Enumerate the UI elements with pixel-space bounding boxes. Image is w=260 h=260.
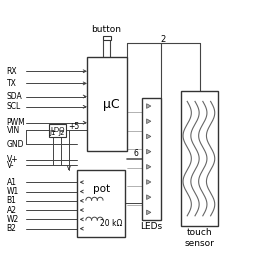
Text: B1: B1 <box>6 196 16 205</box>
Text: W1: W1 <box>6 187 19 196</box>
Text: touch
sensor: touch sensor <box>185 228 214 248</box>
Text: A1: A1 <box>6 178 16 187</box>
Text: 6: 6 <box>134 149 139 158</box>
Text: J1: J1 <box>50 130 56 136</box>
Text: LEDs: LEDs <box>140 222 162 231</box>
Text: +5: +5 <box>68 122 80 131</box>
Polygon shape <box>147 119 151 124</box>
Bar <box>142 98 161 220</box>
Polygon shape <box>147 134 151 139</box>
Bar <box>77 170 125 237</box>
Text: SDA: SDA <box>6 92 22 101</box>
Bar <box>181 91 218 226</box>
Text: TX: TX <box>6 79 16 88</box>
Text: LDO: LDO <box>51 127 65 133</box>
Text: GND: GND <box>6 140 24 149</box>
Text: pot: pot <box>93 184 110 194</box>
Text: PWM: PWM <box>6 118 25 127</box>
Text: B2: B2 <box>6 224 16 233</box>
Text: A2: A2 <box>6 206 16 214</box>
Text: 2: 2 <box>161 35 166 44</box>
Polygon shape <box>147 165 151 169</box>
Polygon shape <box>147 104 151 108</box>
Polygon shape <box>147 195 151 199</box>
Text: V+: V+ <box>6 155 18 164</box>
Polygon shape <box>147 180 151 184</box>
Text: RX: RX <box>6 67 17 76</box>
Text: J2: J2 <box>58 130 64 136</box>
Text: W2: W2 <box>6 215 19 224</box>
Bar <box>87 57 127 151</box>
Text: SCL: SCL <box>6 102 21 111</box>
Text: button: button <box>92 25 122 34</box>
Polygon shape <box>147 149 151 154</box>
Bar <box>49 124 66 136</box>
Text: V-: V- <box>6 161 14 170</box>
Text: μC: μC <box>103 98 120 110</box>
Polygon shape <box>147 210 151 215</box>
Text: 20 kΩ: 20 kΩ <box>100 219 122 228</box>
Bar <box>103 36 110 40</box>
Text: VIN: VIN <box>6 126 20 135</box>
